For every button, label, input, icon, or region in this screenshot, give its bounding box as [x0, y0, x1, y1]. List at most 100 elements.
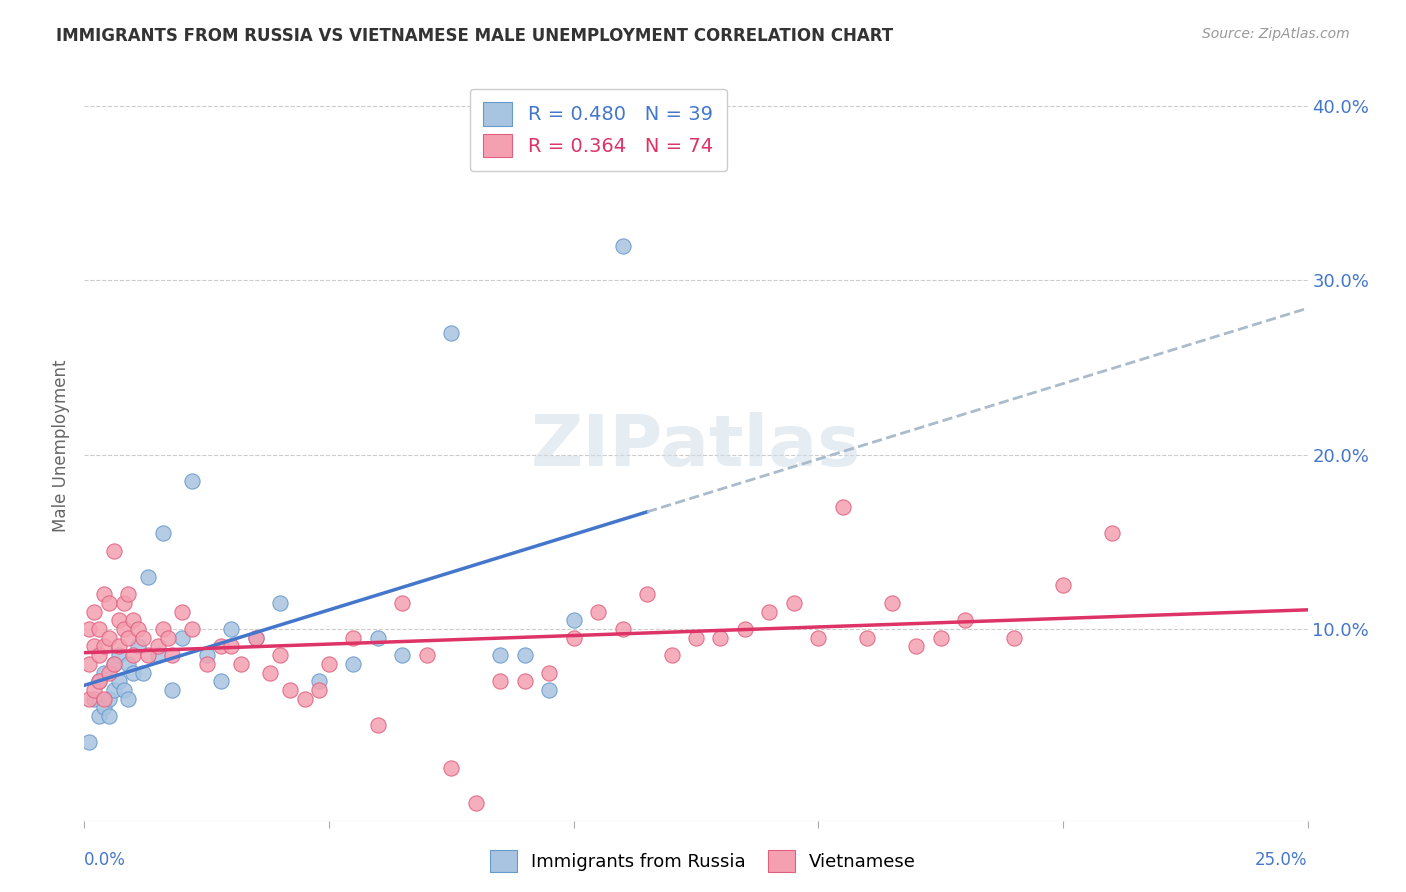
Point — [87, 709, 110, 723]
Point — [831, 500, 853, 514]
Point — [562, 631, 585, 645]
Point — [77, 657, 100, 671]
Point — [308, 682, 330, 697]
Point — [93, 640, 115, 654]
Point — [107, 613, 129, 627]
Point — [83, 605, 105, 619]
Point — [127, 640, 149, 654]
Point — [612, 622, 634, 636]
Point — [97, 665, 120, 680]
Point — [87, 648, 110, 662]
Point — [294, 691, 316, 706]
Legend: Immigrants from Russia, Vietnamese: Immigrants from Russia, Vietnamese — [482, 843, 924, 879]
Point — [122, 648, 145, 662]
Point — [152, 526, 174, 541]
Point — [440, 326, 463, 340]
Point — [1101, 526, 1123, 541]
Point — [758, 605, 780, 619]
Text: 25.0%: 25.0% — [1256, 851, 1308, 869]
Point — [172, 605, 194, 619]
Point — [856, 631, 879, 645]
Point — [1052, 578, 1074, 592]
Point — [229, 657, 252, 671]
Point — [489, 648, 512, 662]
Point — [538, 682, 561, 697]
Point — [209, 674, 232, 689]
Text: ZIPatlas: ZIPatlas — [531, 411, 860, 481]
Point — [709, 631, 731, 645]
Point — [953, 613, 976, 627]
Point — [1002, 631, 1025, 645]
Point — [342, 657, 364, 671]
Point — [685, 631, 707, 645]
Point — [97, 596, 120, 610]
Point — [117, 587, 139, 601]
Point — [107, 674, 129, 689]
Point — [929, 631, 952, 645]
Point — [93, 587, 115, 601]
Point — [152, 622, 174, 636]
Point — [905, 640, 928, 654]
Point — [132, 665, 155, 680]
Point — [219, 640, 242, 654]
Point — [513, 674, 536, 689]
Point — [117, 691, 139, 706]
Point — [464, 796, 486, 810]
Point — [391, 596, 413, 610]
Point — [103, 657, 125, 671]
Point — [97, 709, 120, 723]
Point — [122, 613, 145, 627]
Point — [308, 674, 330, 689]
Point — [538, 665, 561, 680]
Point — [278, 682, 301, 697]
Point — [172, 631, 194, 645]
Point — [219, 622, 242, 636]
Point — [77, 622, 100, 636]
Point — [162, 682, 184, 697]
Point — [195, 648, 218, 662]
Point — [195, 657, 218, 671]
Point — [783, 596, 806, 610]
Point — [661, 648, 683, 662]
Point — [146, 640, 169, 654]
Point — [136, 648, 159, 662]
Point — [562, 613, 585, 627]
Point — [269, 648, 291, 662]
Point — [245, 631, 267, 645]
Point — [87, 674, 110, 689]
Point — [117, 631, 139, 645]
Point — [83, 691, 105, 706]
Point — [112, 622, 135, 636]
Point — [342, 631, 364, 645]
Point — [136, 570, 159, 584]
Point — [734, 622, 756, 636]
Point — [112, 596, 135, 610]
Point — [122, 665, 145, 680]
Point — [146, 648, 169, 662]
Text: Source: ZipAtlas.com: Source: ZipAtlas.com — [1202, 27, 1350, 41]
Point — [107, 648, 129, 662]
Text: IMMIGRANTS FROM RUSSIA VS VIETNAMESE MALE UNEMPLOYMENT CORRELATION CHART: IMMIGRANTS FROM RUSSIA VS VIETNAMESE MAL… — [56, 27, 893, 45]
Point — [612, 238, 634, 252]
Point — [87, 622, 110, 636]
Point — [181, 622, 204, 636]
Y-axis label: Male Unemployment: Male Unemployment — [52, 359, 70, 533]
Point — [156, 631, 179, 645]
Point — [636, 587, 658, 601]
Point — [391, 648, 413, 662]
Point — [209, 640, 232, 654]
Point — [586, 605, 609, 619]
Point — [181, 474, 204, 488]
Legend: R = 0.480   N = 39, R = 0.364   N = 74: R = 0.480 N = 39, R = 0.364 N = 74 — [470, 88, 727, 171]
Point — [112, 682, 135, 697]
Point — [489, 674, 512, 689]
Point — [132, 631, 155, 645]
Point — [83, 640, 105, 654]
Point — [807, 631, 830, 645]
Point — [367, 718, 389, 732]
Point — [107, 640, 129, 654]
Point — [367, 631, 389, 645]
Point — [83, 682, 105, 697]
Point — [318, 657, 340, 671]
Point — [269, 596, 291, 610]
